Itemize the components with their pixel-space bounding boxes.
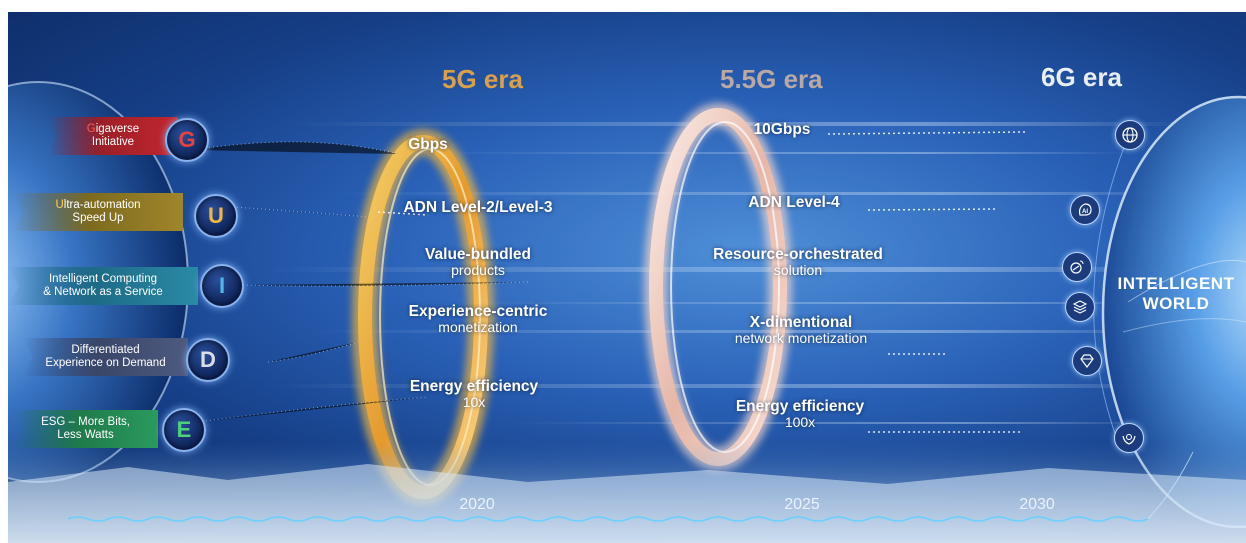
diamond-icon xyxy=(1072,346,1102,376)
year-2030: 2030 xyxy=(1019,496,1055,513)
badge-u: U xyxy=(194,194,238,238)
era-55g-title: 5.5G era xyxy=(720,64,823,94)
55g-adn-label: ADN Level-4 xyxy=(748,194,840,211)
hands-icon xyxy=(1114,423,1144,453)
badge-d: D xyxy=(186,338,230,382)
ribbon-gigaverse: Gigaverse Initiative xyxy=(48,117,178,155)
5g-monetization-label: Experience-centric monetization xyxy=(408,303,548,335)
badge-g: G xyxy=(165,118,209,162)
roadmap-canvas: 5G era 5.5G era 6G era Gigaverse Initiati… xyxy=(8,12,1246,543)
globe-icon xyxy=(1115,120,1145,150)
5g-products-label: Value-bundled products xyxy=(425,246,531,278)
era-6g-title: 6G era xyxy=(1041,62,1122,92)
satellite-icon xyxy=(1062,252,1092,282)
ribbon-differentiated: Differentiated Experience on Demand xyxy=(23,338,188,376)
5g-bandwidth-label: Gbps xyxy=(408,136,448,153)
ribbon-ultra-automation: Ultra-automation Speed Up xyxy=(13,193,183,231)
background-art xyxy=(8,81,1246,543)
55g-solution-label: Resource-orchestrated solution xyxy=(713,246,883,278)
55g-energy-label: Energy efficiency 100x xyxy=(735,398,865,430)
ai-icon: AI xyxy=(1070,195,1100,225)
layers-icon xyxy=(1065,292,1095,322)
5g-energy-label: Energy efficiency 10x xyxy=(409,378,539,410)
intelligent-world-label: INTELLIGENT WORLD xyxy=(1117,274,1235,313)
badge-i: I xyxy=(200,264,244,308)
era-5g-title: 5G era xyxy=(442,64,523,94)
ribbon-intelligent-computing: Intelligent Computing & Network as a Serv… xyxy=(8,267,198,305)
svg-text:AI: AI xyxy=(1082,209,1088,215)
ribbon-esg: ESG – More Bits, Less Watts xyxy=(13,410,158,448)
55g-monetization-label: X-dimentional network monetization xyxy=(734,314,868,346)
5g-adn-label: ADN Level-2/Level-3 xyxy=(403,199,553,216)
year-2020: 2020 xyxy=(459,496,495,513)
badge-e: E xyxy=(162,408,206,452)
year-2025: 2025 xyxy=(784,496,820,513)
55g-bandwidth-label: 10Gbps xyxy=(753,121,811,138)
